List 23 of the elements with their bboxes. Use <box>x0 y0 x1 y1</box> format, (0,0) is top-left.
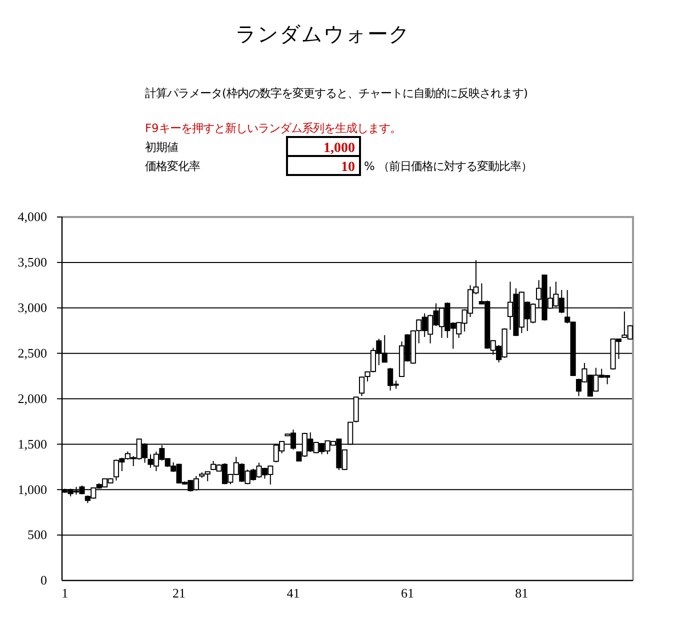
y-tick-label: 3,500 <box>18 254 47 270</box>
x-tick-label: 1 <box>62 586 68 601</box>
text: 1,000 <box>324 141 355 156</box>
y-tick-label: 1,500 <box>18 436 47 452</box>
text: 価格変化率 <box>145 159 200 173</box>
text: F9キーを押すと新しいランダム系列を生成します。 <box>145 121 401 135</box>
text: （前日価格に対する変動比率） <box>378 159 532 173</box>
y-tick-label: 500 <box>28 527 47 542</box>
y-tick-label: 3,000 <box>18 300 47 316</box>
text: 計算パラメータ(枠内の数字を変更すると、チャートに自動的に反映されます) <box>145 86 528 100</box>
y-tick-label: 4,000 <box>18 209 47 224</box>
x-tick-label: 81 <box>515 586 528 601</box>
text: 10 <box>341 160 355 175</box>
y-tick-label: 2,000 <box>18 390 47 406</box>
y-tick-label: 1,000 <box>18 482 47 497</box>
y-tick-label: 2,500 <box>18 345 47 360</box>
x-tick-label: 61 <box>400 586 414 601</box>
text: % <box>364 159 375 173</box>
x-tick-label: 21 <box>172 586 186 601</box>
y-tick-label: 0 <box>40 572 47 588</box>
text: 初期値 <box>145 140 178 154</box>
chart-title: ランダムウォーク <box>236 22 410 46</box>
x-tick-label: 41 <box>286 586 300 601</box>
